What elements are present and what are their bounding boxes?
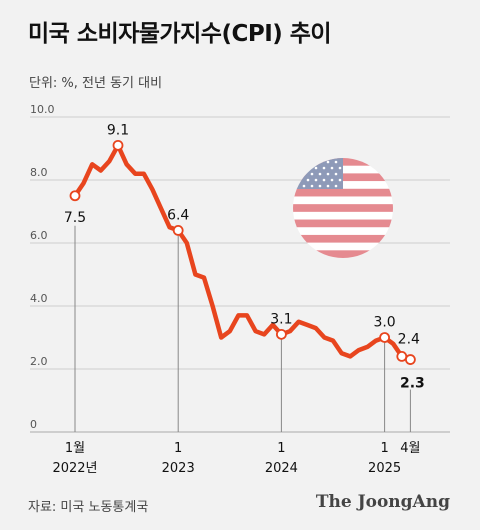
chart-title: 미국 소비자물가지수(CPI) 추이 — [28, 21, 332, 47]
data-point-marker — [379, 332, 391, 343]
flag-star — [314, 166, 318, 170]
flag-star — [298, 166, 302, 170]
source-note: 자료: 미국 노동통계국 — [28, 500, 149, 515]
flag-star — [310, 160, 314, 164]
x-tick-sublabel: 2025 — [368, 461, 401, 476]
y-tick-label: 4.0 — [30, 292, 48, 305]
flag-star — [302, 160, 306, 164]
data-label: 6.4 — [167, 207, 189, 223]
flag-star — [318, 184, 322, 188]
flag-star — [322, 178, 326, 182]
us-flag-icon — [293, 158, 393, 258]
data-point-marker — [396, 350, 408, 362]
flag-star — [314, 178, 318, 182]
flag-stripe — [293, 227, 393, 236]
flag-stripe — [293, 219, 393, 228]
flag-star — [294, 172, 298, 176]
flag-stripe — [293, 204, 393, 213]
x-tick-label: 1 — [380, 441, 388, 456]
flag-star — [306, 178, 310, 182]
line-series — [72, 143, 413, 362]
x-tick-label: 1 — [174, 441, 182, 456]
data-label: 3.1 — [270, 311, 292, 327]
flag-star — [334, 160, 338, 164]
markers — [69, 139, 416, 365]
unit-note: 단위: %, 전년 동기 대비 — [29, 76, 163, 91]
data-label: 2.4 — [398, 331, 420, 347]
flag-star — [334, 172, 338, 176]
flag-star — [326, 172, 330, 176]
x-tick-label: 1월 — [65, 441, 85, 456]
flag-star — [326, 160, 330, 164]
y-tick-label: 0 — [30, 418, 37, 431]
y-tick-label: 6.0 — [30, 229, 48, 242]
x-tick-sublabel: 2023 — [162, 461, 195, 476]
data-point-marker — [404, 354, 416, 365]
x-tick-label: 4월 — [400, 441, 420, 456]
data-point-marker — [69, 190, 81, 202]
flag-stripe — [293, 211, 393, 220]
y-tick-label: 8.0 — [30, 166, 48, 179]
data-point-marker — [172, 224, 184, 236]
y-tick-label: 2.0 — [30, 355, 48, 368]
flag-stripe — [293, 188, 393, 197]
grid: 0 2.0 4.0 6.0 8.0 10.0 — [30, 103, 450, 433]
y-tick-label: 10.0 — [30, 103, 55, 116]
flag-star — [302, 172, 306, 176]
flag-star — [322, 166, 326, 170]
x-tick-sublabel: 2022년 — [52, 461, 97, 476]
flag-star — [310, 172, 314, 176]
flag-star — [318, 160, 322, 164]
x-tick-label: 1 — [277, 441, 285, 456]
flag-star — [338, 166, 342, 170]
flag-stripe — [293, 250, 393, 258]
data-label: 2.3 — [400, 376, 425, 392]
flag-stripe — [293, 196, 393, 205]
flag-star — [334, 184, 338, 188]
x-tick-sublabel: 2024 — [265, 461, 298, 476]
x-axis: 1월 2022년 1 2023 1 2024 1 2025 4월 — [52, 441, 420, 476]
flag-star — [326, 184, 330, 188]
cpi-series-line — [72, 143, 413, 362]
flag-star — [306, 166, 310, 170]
flag-star — [302, 184, 306, 188]
flag-stripe — [293, 234, 393, 243]
data-label: 7.5 — [64, 210, 86, 226]
flag-star — [330, 166, 334, 170]
brand-logo: The JoongAng — [315, 492, 450, 512]
data-point-marker — [112, 139, 124, 151]
data-point-marker — [275, 328, 287, 340]
guide-lines — [74, 225, 411, 432]
data-labels: 7.5 9.1 6.4 3.1 3.02.4 2.3 — [64, 122, 425, 391]
flag-star — [294, 184, 298, 188]
flag-star — [294, 160, 298, 164]
flag-star — [318, 172, 322, 176]
data-label: 9.1 — [107, 122, 129, 138]
flag-star — [310, 184, 314, 188]
flag-stripe — [293, 242, 393, 251]
cpi-line-chart: 02.04.06.08.010.0 7.59.16.43.1 3.02.42.3 … — [30, 103, 450, 476]
data-label: 3.0 — [373, 315, 395, 331]
flag-star — [330, 178, 334, 182]
flag-star — [338, 178, 342, 182]
